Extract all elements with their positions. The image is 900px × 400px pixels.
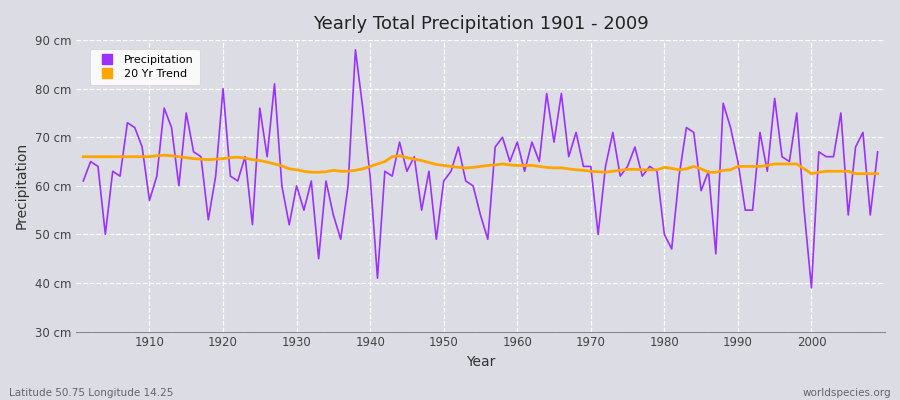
Legend: Precipitation, 20 Yr Trend: Precipitation, 20 Yr Trend (90, 48, 201, 85)
Y-axis label: Precipitation: Precipitation (15, 142, 29, 230)
X-axis label: Year: Year (466, 355, 495, 369)
Text: worldspecies.org: worldspecies.org (803, 388, 891, 398)
Text: Latitude 50.75 Longitude 14.25: Latitude 50.75 Longitude 14.25 (9, 388, 174, 398)
Title: Yearly Total Precipitation 1901 - 2009: Yearly Total Precipitation 1901 - 2009 (312, 15, 648, 33)
